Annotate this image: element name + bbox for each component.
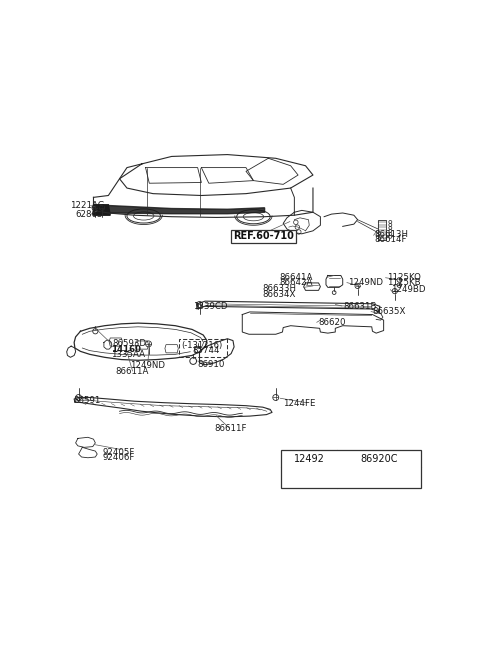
Text: 86614F: 86614F	[374, 236, 407, 244]
Text: 12492: 12492	[294, 453, 324, 464]
Text: 86634X: 86634X	[263, 289, 296, 298]
Text: 92405F: 92405F	[103, 447, 135, 457]
Text: 86920C: 86920C	[360, 453, 398, 464]
Text: 1339CD: 1339CD	[193, 302, 228, 311]
Text: 86611F: 86611F	[215, 424, 247, 433]
Polygon shape	[94, 205, 110, 215]
Text: 86641A: 86641A	[279, 273, 313, 282]
Bar	[281, 450, 421, 487]
Text: 86611A: 86611A	[115, 367, 148, 376]
Text: 86633H: 86633H	[263, 284, 297, 293]
Text: 1249BD: 1249BD	[391, 285, 426, 295]
Text: 1221AG: 1221AG	[70, 201, 105, 210]
Text: 1244FE: 1244FE	[283, 399, 316, 407]
Text: 86620: 86620	[319, 318, 346, 327]
Text: 1125KB: 1125KB	[387, 278, 421, 287]
Bar	[179, 338, 228, 357]
Polygon shape	[94, 205, 264, 214]
Text: 86591: 86591	[73, 396, 100, 405]
Text: 86642A: 86642A	[279, 278, 313, 287]
Text: 86593D: 86593D	[112, 339, 146, 348]
Text: 1125KO: 1125KO	[387, 273, 421, 282]
Text: REF.60-710: REF.60-710	[233, 232, 294, 241]
Text: 86635X: 86635X	[372, 308, 406, 316]
Text: 92406F: 92406F	[103, 453, 135, 462]
Text: 1249ND: 1249ND	[130, 361, 165, 369]
Text: 62863: 62863	[75, 210, 102, 219]
Text: 86910: 86910	[197, 360, 224, 369]
Text: 86613H: 86613H	[374, 230, 408, 239]
Text: 86631B: 86631B	[344, 302, 377, 311]
Text: 1335AA: 1335AA	[111, 350, 145, 359]
Text: (-131216): (-131216)	[181, 341, 222, 350]
Text: 1249ND: 1249ND	[348, 278, 384, 287]
Text: 85744: 85744	[192, 346, 219, 355]
Text: 14160: 14160	[111, 344, 141, 354]
